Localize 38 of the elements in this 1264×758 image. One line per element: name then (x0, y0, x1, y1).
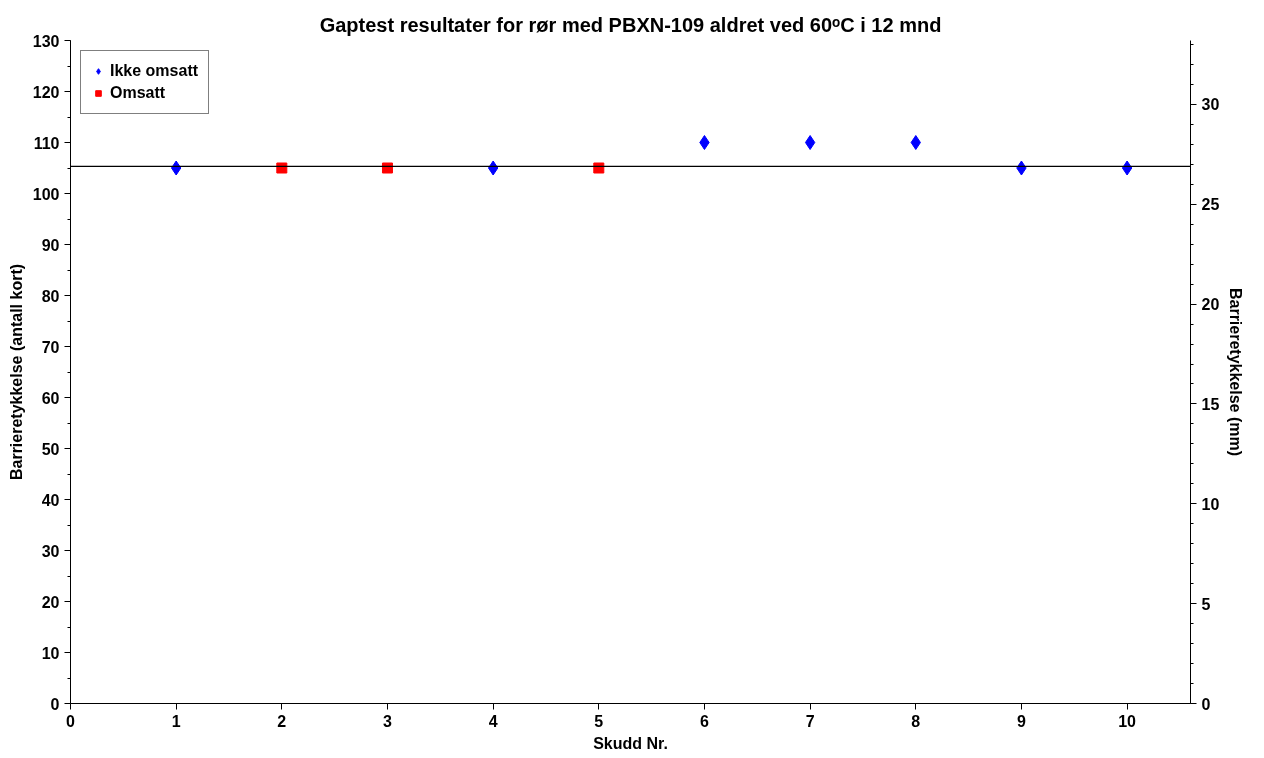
y-tick-label: 70 (41, 338, 60, 356)
y2-tick-label: 10 (1201, 495, 1220, 513)
y-tick-label: 20 (41, 593, 60, 611)
y2-tick-label: 15 (1201, 395, 1220, 413)
x-tick-label: 8 (911, 712, 921, 730)
x-tick-label: 2 (277, 712, 287, 730)
y-tick-label: 0 (50, 695, 60, 713)
y-tick-label: 50 (41, 440, 60, 458)
y2-tick-label: 25 (1201, 196, 1220, 214)
y2-axis-title: Barrieretykkelse (mm) (1227, 287, 1245, 457)
y2-tick-label: 0 (1201, 695, 1211, 713)
x-tick-label: 4 (488, 712, 498, 730)
y-axis-title: Barrieretykkelse (antall kort) (7, 263, 25, 481)
y-tick-label: 30 (41, 542, 60, 560)
x-tick-label: 6 (700, 712, 710, 730)
y-tick-label: 80 (41, 287, 60, 305)
y-tick-label: 130 (32, 32, 60, 50)
x-tick-label: 5 (594, 712, 604, 730)
y-tick-label: 120 (32, 83, 60, 101)
y-tick-label: 90 (41, 236, 60, 254)
chart-title: Gaptest resultater for rør med PBXN-109 aldret ved 60ᵒC i 12 mnd (319, 13, 942, 36)
y-tick-label: 40 (41, 491, 60, 509)
x-tick-label: 1 (171, 712, 181, 730)
x-tick-label: 3 (383, 712, 393, 730)
legend-label: Omsatt (110, 84, 166, 102)
y2-tick-label: 20 (1201, 296, 1220, 314)
y2-tick-label: 30 (1201, 96, 1220, 114)
y-tick-label: 60 (41, 389, 60, 407)
x-tick-label: 10 (1118, 712, 1137, 730)
x-tick-label: 0 (66, 712, 76, 730)
y-tick-label: 100 (32, 185, 60, 203)
y-tick-label: 110 (33, 134, 60, 152)
x-tick-label: 9 (1016, 712, 1026, 730)
y2-tick-label: 5 (1201, 595, 1211, 613)
x-tick-label: 7 (805, 712, 815, 730)
y-tick-label: 10 (41, 644, 60, 662)
x-axis-title: Skudd Nr. (593, 734, 668, 752)
legend-label: Ikke omsatt (110, 62, 199, 80)
